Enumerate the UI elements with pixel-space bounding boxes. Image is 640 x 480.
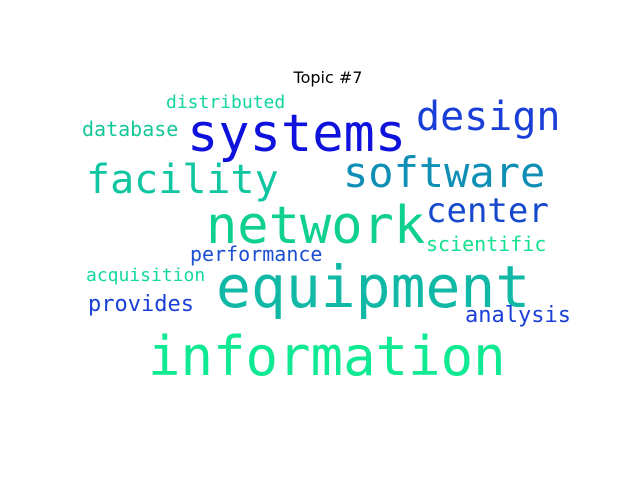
word-design: design xyxy=(416,94,561,140)
word-scientific: scientific xyxy=(426,232,547,256)
figure-title: Topic #7 xyxy=(293,68,363,87)
word-distributed: distributed xyxy=(166,92,286,113)
word-information: information xyxy=(148,325,506,388)
word-facility: facility xyxy=(86,157,279,203)
word-network: network xyxy=(206,196,426,256)
word-analysis: analysis xyxy=(465,303,571,328)
word-provides: provides xyxy=(88,292,194,317)
word-performance: performance xyxy=(190,242,323,266)
word-database: database xyxy=(82,117,179,141)
word-software: software xyxy=(343,148,546,197)
word-systems: systems xyxy=(187,104,407,164)
word-acquisition: acquisition xyxy=(86,265,206,286)
word-equipment: equipment xyxy=(216,253,531,321)
word-center: center xyxy=(426,191,549,231)
